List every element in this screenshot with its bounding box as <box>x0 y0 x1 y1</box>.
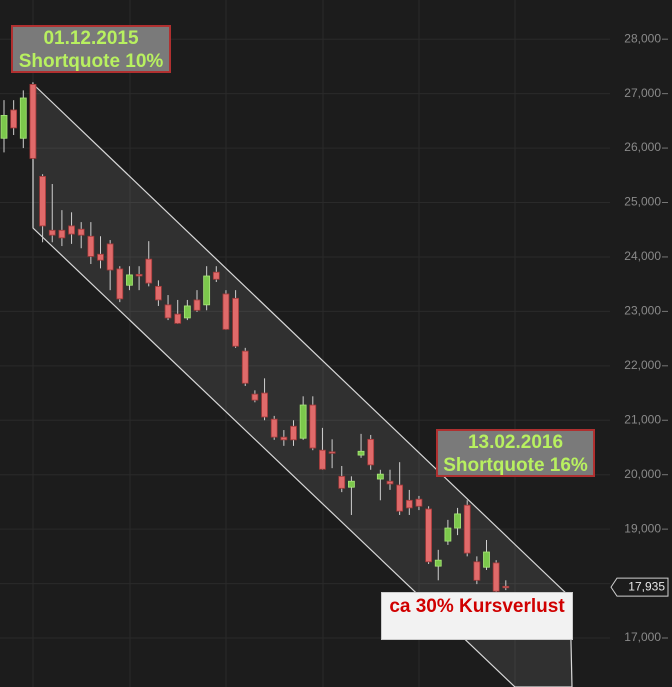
candle-body <box>39 175 46 227</box>
candle-body <box>232 297 240 347</box>
candle-body <box>319 449 326 470</box>
candle-body <box>299 404 307 439</box>
candle-body <box>58 229 66 239</box>
candle-body <box>106 243 114 271</box>
y-tick-label: 20,000 <box>624 467 661 481</box>
candle-body <box>222 293 230 330</box>
annotation-text: 01.12.2015 <box>43 28 139 49</box>
candle-body <box>434 559 442 567</box>
candle-body <box>309 404 317 449</box>
candle-body <box>463 504 471 554</box>
candle-body <box>386 480 394 485</box>
annotation-box: ca 30% Kursverlust <box>381 592 573 640</box>
candle-body <box>154 285 162 301</box>
y-tick-label: 28,000 <box>624 31 661 45</box>
candle-body <box>19 97 27 139</box>
candle-body <box>338 475 346 489</box>
candle-body <box>347 480 355 488</box>
annotation-text: ca 30% Kursverlust <box>389 596 565 617</box>
candle-body <box>48 229 56 236</box>
candle-body <box>145 258 153 284</box>
candle-body <box>135 273 143 277</box>
annotation-box: 01.12.2015 Shortquote 10% <box>11 25 171 73</box>
candle-body <box>251 393 259 401</box>
candle-body <box>126 274 133 286</box>
candle-body <box>212 271 220 280</box>
y-tick-label: 27,000 <box>624 86 661 100</box>
candle-body <box>396 484 404 512</box>
annotation-text: 13.02.2016 <box>467 432 564 453</box>
last-price-box <box>610 577 669 597</box>
candle-body <box>425 508 433 563</box>
candle-body <box>77 228 85 236</box>
candle-body <box>116 268 124 300</box>
candle-body <box>87 235 95 257</box>
trend-channel <box>32 82 573 687</box>
y-tick-label: 21,000 <box>624 412 661 426</box>
candle-body <box>280 436 288 441</box>
annotation-text: Shortquote 16% <box>443 455 588 476</box>
candle-body <box>454 513 461 529</box>
y-tick-label: 25,000 <box>624 195 661 209</box>
candle-body <box>290 425 297 441</box>
y-tick-label: 17,000 <box>624 630 661 644</box>
candle-body <box>415 498 423 507</box>
candle-body <box>174 313 182 324</box>
candle-body <box>29 83 37 159</box>
candle-body <box>164 304 172 319</box>
candle-body <box>183 305 191 319</box>
candle-body <box>357 450 365 456</box>
annotation-box: 13.02.2016 Shortquote 16% <box>436 429 595 477</box>
month-lines <box>32 0 516 687</box>
candle-body <box>261 392 268 418</box>
y-tick-label: 24,000 <box>624 249 661 263</box>
candle-body <box>502 585 510 589</box>
candle-body <box>193 299 201 311</box>
candle-body <box>473 561 481 581</box>
y-tick-label: 22,000 <box>624 358 661 372</box>
last-price-label: 17,935 <box>628 579 665 593</box>
candle-body <box>367 438 375 466</box>
candle-body <box>444 527 452 542</box>
candle-body <box>405 499 413 509</box>
candle-body <box>241 350 249 384</box>
annotation-text: Shortquote 10% <box>18 51 164 72</box>
candle-body <box>483 551 490 568</box>
candle-body <box>97 253 104 261</box>
candle-body <box>203 275 211 306</box>
candle-body <box>68 225 75 235</box>
y-tick-label: 19,000 <box>624 521 661 535</box>
y-tick-label: 23,000 <box>624 304 661 318</box>
candle-body <box>0 115 8 139</box>
candle-body <box>328 451 336 454</box>
y-tick-label: 26,000 <box>624 140 661 154</box>
candle-body <box>492 562 500 592</box>
candle-body <box>270 418 278 438</box>
candle-body <box>10 109 18 129</box>
candle-body <box>376 473 384 480</box>
